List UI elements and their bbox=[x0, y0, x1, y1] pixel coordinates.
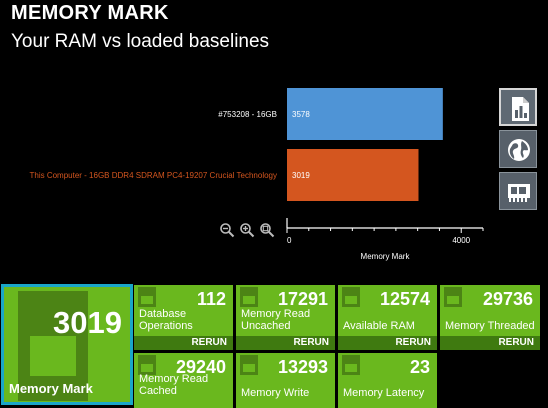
ram-chip-icon bbox=[342, 287, 360, 307]
test-tile-available-ram[interactable]: 12574 Available RAM RERUN bbox=[338, 285, 437, 350]
test-label: Memory Threaded bbox=[445, 320, 535, 332]
rerun-button[interactable]: RERUN bbox=[134, 336, 233, 350]
report-button[interactable] bbox=[499, 88, 537, 126]
ram-card-button[interactable] bbox=[499, 172, 537, 210]
test-value: 12574 bbox=[379, 289, 430, 309]
globe-icon bbox=[508, 139, 530, 161]
x-tick-label: 4000 bbox=[452, 236, 470, 245]
ram-chip-icon bbox=[18, 291, 88, 401]
test-tile-memory-read-cached[interactable]: 29240 Memory Read Cached bbox=[134, 353, 233, 408]
test-tile-memory-latency[interactable]: 23 Memory Latency bbox=[338, 353, 437, 408]
memory-mark-tile: 3019 Memory Mark bbox=[1, 284, 133, 405]
ram-chip-icon bbox=[138, 355, 156, 375]
test-label: Available RAM bbox=[343, 320, 415, 332]
memory-mark-chart: 3578 #753208 - 16GB 3019 This Computer - 16… bbox=[29, 88, 484, 261]
bar-value-label: 3578 bbox=[292, 110, 310, 119]
test-tile-memory-read-uncached[interactable]: 17291 Memory Read Uncached RERUN bbox=[236, 285, 335, 350]
test-label: Memory Write bbox=[241, 387, 310, 399]
ram-chip-icon bbox=[138, 287, 156, 307]
bar-value-label: 3019 bbox=[292, 171, 310, 180]
test-label: Memory Latency bbox=[343, 387, 425, 399]
rerun-button[interactable]: RERUN bbox=[440, 336, 540, 350]
ram-chip-icon bbox=[342, 355, 360, 375]
memory-mark-label: Memory Mark bbox=[9, 381, 93, 396]
test-value: 13293 bbox=[277, 357, 328, 377]
test-label: Memory Read Uncached bbox=[241, 308, 311, 332]
test-tile-memory-write[interactable]: 13293 Memory Write bbox=[236, 353, 335, 408]
globe-button[interactable] bbox=[499, 130, 537, 168]
test-label: Memory Read Cached bbox=[139, 373, 209, 397]
memory-mark-value: 3019 bbox=[53, 305, 122, 340]
test-results-grid: 3019 Memory Mark 112 Database Operations… bbox=[0, 283, 548, 408]
test-value: 23 bbox=[409, 357, 430, 377]
test-tile-database-operations[interactable]: 112 Database Operations RERUN bbox=[134, 285, 233, 350]
ram-chip-icon bbox=[240, 355, 258, 375]
ram-chip-icon bbox=[240, 287, 258, 307]
bar-0 bbox=[287, 88, 443, 140]
category-label: This Computer - 16GB DDR4 SDRAM PC4-1920… bbox=[29, 171, 277, 180]
test-label: Database Operations bbox=[139, 308, 193, 332]
test-tile-memory-threaded[interactable]: 29736 Memory Threaded RERUN bbox=[440, 285, 540, 350]
rerun-button[interactable]: RERUN bbox=[236, 336, 335, 350]
x-tick-label: 0 bbox=[287, 236, 292, 245]
page-subtitle: Your RAM vs loaded baselines bbox=[11, 31, 270, 52]
ram-card-icon bbox=[508, 184, 530, 202]
x-axis-label: Memory Mark bbox=[361, 252, 411, 261]
zoom-in-icon[interactable] bbox=[239, 222, 255, 238]
test-value: 29736 bbox=[482, 289, 533, 309]
category-label: #753208 - 16GB bbox=[218, 110, 277, 119]
report-icon bbox=[512, 97, 529, 121]
test-value: 29240 bbox=[175, 357, 226, 377]
ram-chip-icon bbox=[444, 287, 462, 307]
zoom-out-icon[interactable] bbox=[219, 222, 235, 238]
test-value: 112 bbox=[196, 289, 226, 309]
bar-1 bbox=[287, 149, 419, 201]
page-title: MEMORY MARK bbox=[11, 2, 169, 24]
test-value: 17291 bbox=[277, 289, 328, 309]
rerun-button[interactable]: RERUN bbox=[338, 336, 437, 350]
zoom-reset-icon[interactable] bbox=[259, 222, 275, 238]
